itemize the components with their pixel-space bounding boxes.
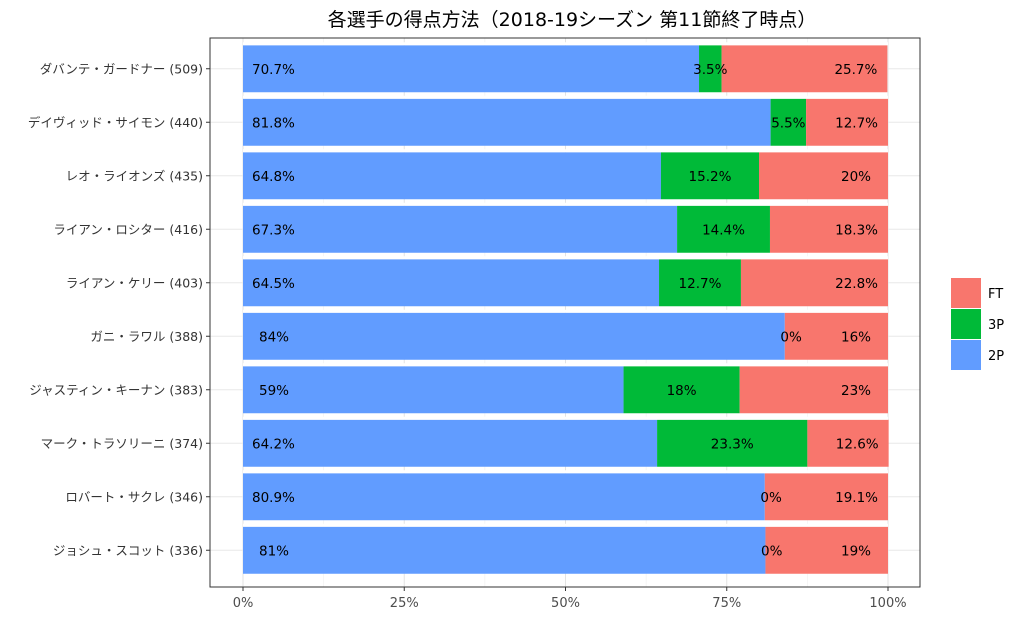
bar-label-2p: 70.7%	[252, 62, 295, 78]
bar-2p	[243, 45, 700, 93]
bar-label-3p: 15.2%	[689, 169, 732, 185]
bar-2p	[243, 419, 658, 467]
legend-label-ft: FT	[988, 287, 1003, 302]
bar-label-2p: 64.2%	[252, 436, 295, 452]
bar-ft	[765, 526, 888, 574]
bar-2p	[243, 259, 660, 307]
bar-label-ft: 23%	[841, 383, 871, 399]
category-label: ジョシュ・スコット (336)	[53, 543, 203, 558]
bar-3p	[677, 205, 770, 253]
bar-label-3p: 23.3%	[711, 436, 754, 452]
bar-ft	[721, 45, 888, 93]
bar-2p	[243, 205, 678, 253]
x-tick-label: 50%	[551, 596, 580, 611]
bar-2p	[243, 526, 766, 574]
bar-label-ft: 20%	[841, 169, 871, 185]
bar-label-2p: 84%	[259, 329, 289, 345]
legend-label-3p: 3P	[988, 318, 1004, 333]
bar-ft	[740, 259, 888, 307]
category-label: デイヴィッド・サイモン (440)	[28, 115, 203, 130]
bar-3p	[699, 45, 722, 93]
bar-ft	[807, 419, 889, 467]
legend-key-ft	[951, 278, 981, 308]
bar-label-2p: 59%	[259, 383, 289, 399]
x-tick-label: 25%	[390, 596, 419, 611]
bar-label-3p: 12.7%	[679, 276, 722, 292]
bar-ft	[764, 473, 888, 521]
bar-2p	[243, 473, 765, 521]
bar-label-ft: 16%	[841, 329, 871, 345]
bar-2p	[243, 152, 661, 200]
bar-label-2p: 64.5%	[252, 276, 295, 292]
bar-label-2p: 81%	[259, 543, 289, 559]
bar-2p	[243, 312, 785, 360]
legend-key-2p	[951, 340, 981, 370]
legend-key-3p	[951, 309, 981, 339]
bar-label-ft: 19.1%	[835, 490, 878, 506]
bar-2p	[243, 98, 771, 146]
bar-label-ft: 12.7%	[835, 115, 878, 131]
bar-ft	[806, 98, 888, 146]
bar-label-ft: 22.8%	[835, 276, 878, 292]
bar-label-ft: 12.6%	[836, 436, 879, 452]
category-label: レオ・ライオンズ (435)	[66, 168, 203, 183]
bar-label-2p: 67.3%	[252, 222, 295, 238]
bar-label-3p: 0%	[780, 329, 802, 345]
bar-label-2p: 81.8%	[252, 115, 295, 131]
bar-3p	[657, 419, 808, 467]
category-label: ロバート・サクレ (346)	[65, 489, 203, 504]
category-label: マーク・トラソリーニ (374)	[41, 436, 203, 451]
bar-2p	[243, 366, 624, 414]
bar-label-3p: 3.5%	[693, 62, 727, 78]
category-label: ガニ・ラワル (388)	[90, 329, 203, 344]
bar-label-3p: 14.4%	[702, 222, 745, 238]
bar-label-2p: 64.8%	[252, 169, 295, 185]
bar-label-3p: 18%	[667, 383, 697, 399]
bar-label-ft: 18.3%	[835, 222, 878, 238]
bar-label-3p: 0%	[760, 490, 782, 506]
bar-ft	[784, 312, 888, 360]
bar-label-3p: 5.5%	[771, 115, 805, 131]
category-label: ジャスティン・キーナン (383)	[29, 382, 203, 397]
bar-3p	[660, 152, 759, 200]
bar-label-3p: 0%	[761, 543, 783, 559]
bar-ft	[759, 152, 888, 200]
bar-ft	[769, 205, 888, 253]
category-label: ライアン・ケリー (403)	[66, 275, 203, 290]
bar-ft	[739, 366, 888, 414]
bar-3p	[659, 259, 741, 307]
bar-3p	[623, 366, 740, 414]
x-tick-label: 100%	[869, 596, 906, 611]
bar-label-ft: 19%	[841, 543, 871, 559]
category-label: ダバンテ・ガードナー (509)	[40, 61, 203, 76]
legend: FT 3P 2P	[951, 278, 1004, 370]
x-tick-label: 75%	[712, 596, 741, 611]
legend-label-2p: 2P	[988, 349, 1004, 364]
bar-3p	[770, 98, 807, 146]
chart-title: 各選手の得点方法（2018-19シーズン 第11節終了時点）	[328, 9, 817, 31]
category-label: ライアン・ロシター (416)	[53, 222, 203, 237]
plot-area: 70.7% 3.5% 25.7% ダバンテ・ガードナー (509) 81.8% 5.5% 1…	[28, 37, 921, 611]
x-tick-label: 0%	[233, 596, 254, 611]
bar-label-2p: 80.9%	[252, 490, 295, 506]
bar-label-ft: 25.7%	[834, 62, 877, 78]
